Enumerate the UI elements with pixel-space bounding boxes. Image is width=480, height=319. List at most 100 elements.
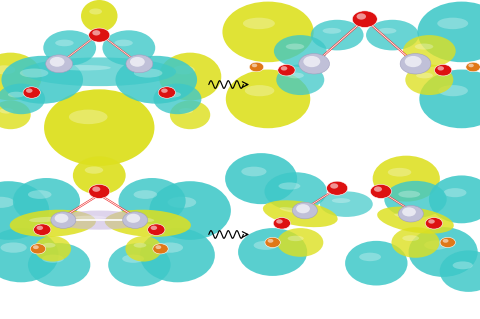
Circle shape	[92, 30, 100, 35]
Ellipse shape	[164, 92, 181, 98]
Ellipse shape	[44, 89, 155, 166]
Ellipse shape	[394, 213, 421, 220]
Ellipse shape	[108, 243, 170, 286]
Circle shape	[276, 219, 283, 224]
Ellipse shape	[1, 56, 83, 104]
Circle shape	[398, 205, 423, 222]
Ellipse shape	[116, 56, 197, 104]
Ellipse shape	[245, 85, 275, 96]
Ellipse shape	[154, 84, 202, 114]
Ellipse shape	[20, 69, 48, 78]
Ellipse shape	[243, 18, 275, 29]
Ellipse shape	[0, 197, 14, 208]
Ellipse shape	[438, 85, 468, 96]
Ellipse shape	[43, 243, 56, 248]
Circle shape	[352, 11, 377, 27]
Ellipse shape	[157, 242, 183, 253]
Circle shape	[267, 239, 274, 243]
Ellipse shape	[444, 188, 467, 197]
Ellipse shape	[114, 40, 133, 46]
Ellipse shape	[0, 100, 31, 129]
Ellipse shape	[133, 243, 146, 248]
Circle shape	[299, 54, 329, 74]
Circle shape	[55, 214, 68, 223]
Ellipse shape	[311, 20, 363, 50]
Ellipse shape	[81, 0, 118, 32]
Ellipse shape	[42, 255, 64, 263]
Ellipse shape	[23, 57, 176, 86]
Ellipse shape	[274, 35, 327, 67]
Ellipse shape	[388, 168, 411, 177]
Circle shape	[374, 187, 382, 192]
Circle shape	[443, 239, 448, 243]
Circle shape	[468, 63, 474, 67]
Circle shape	[425, 218, 443, 229]
Circle shape	[296, 204, 310, 213]
Ellipse shape	[402, 235, 419, 241]
Ellipse shape	[253, 241, 278, 250]
Ellipse shape	[140, 228, 215, 282]
Ellipse shape	[403, 35, 456, 67]
Circle shape	[23, 87, 40, 98]
Circle shape	[278, 64, 295, 76]
Circle shape	[249, 62, 264, 72]
Circle shape	[36, 226, 43, 230]
Circle shape	[50, 57, 64, 67]
Ellipse shape	[0, 181, 49, 240]
Ellipse shape	[320, 191, 373, 217]
Circle shape	[89, 184, 110, 198]
Ellipse shape	[264, 172, 327, 211]
Circle shape	[130, 57, 145, 67]
Ellipse shape	[429, 175, 480, 223]
Ellipse shape	[226, 70, 310, 128]
Ellipse shape	[124, 217, 154, 222]
Circle shape	[466, 62, 480, 72]
Circle shape	[151, 226, 157, 230]
Ellipse shape	[173, 65, 195, 74]
Ellipse shape	[408, 227, 478, 277]
Ellipse shape	[122, 255, 144, 263]
Ellipse shape	[278, 182, 300, 190]
Ellipse shape	[0, 84, 45, 114]
Ellipse shape	[287, 72, 304, 78]
Ellipse shape	[57, 65, 111, 70]
Ellipse shape	[279, 207, 306, 213]
Ellipse shape	[10, 210, 96, 237]
Circle shape	[265, 237, 280, 248]
Circle shape	[405, 56, 421, 67]
Circle shape	[126, 214, 140, 223]
Ellipse shape	[418, 2, 480, 62]
Ellipse shape	[29, 217, 59, 222]
Ellipse shape	[238, 228, 307, 276]
Ellipse shape	[277, 228, 324, 257]
Circle shape	[303, 56, 320, 67]
Ellipse shape	[0, 242, 27, 253]
Circle shape	[92, 187, 100, 192]
Ellipse shape	[416, 72, 433, 78]
Ellipse shape	[366, 20, 419, 50]
Ellipse shape	[392, 227, 440, 258]
Circle shape	[440, 237, 456, 248]
Ellipse shape	[55, 40, 73, 46]
Ellipse shape	[105, 210, 191, 237]
Ellipse shape	[440, 250, 480, 292]
Ellipse shape	[134, 69, 162, 78]
Circle shape	[30, 244, 46, 254]
Ellipse shape	[415, 43, 433, 49]
Ellipse shape	[35, 236, 71, 262]
Ellipse shape	[332, 198, 350, 203]
Ellipse shape	[372, 156, 440, 202]
Circle shape	[428, 219, 435, 224]
Ellipse shape	[424, 240, 448, 250]
Circle shape	[326, 181, 348, 195]
Circle shape	[371, 184, 392, 198]
Ellipse shape	[159, 53, 221, 100]
Circle shape	[158, 87, 176, 98]
Ellipse shape	[28, 190, 51, 199]
Circle shape	[153, 244, 168, 254]
Circle shape	[46, 55, 72, 73]
Ellipse shape	[345, 241, 408, 286]
Ellipse shape	[168, 197, 196, 208]
Ellipse shape	[0, 65, 15, 74]
Ellipse shape	[286, 43, 304, 49]
